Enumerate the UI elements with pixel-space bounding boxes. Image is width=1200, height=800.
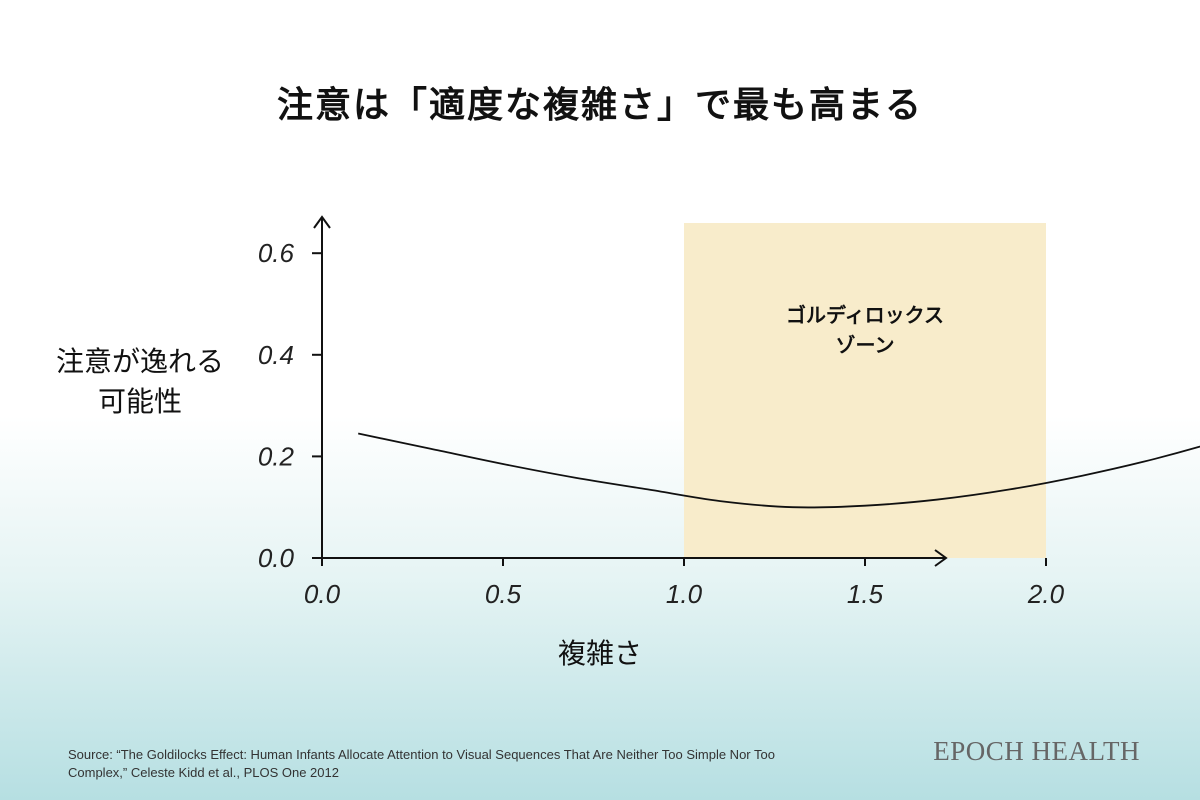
y-axis-arrow <box>313 215 331 229</box>
y-tick-label: 0.2 <box>258 441 295 471</box>
x-tick-label: 2.0 <box>1027 579 1065 609</box>
y-tick-label: 0.6 <box>258 238 295 268</box>
x-tick-label: 0.5 <box>485 579 522 609</box>
y-axis-label-line-1: 注意が逸れる <box>55 345 224 378</box>
brand-logo: EPOCH HEALTH <box>933 736 1140 766</box>
y-tick-label: 0.0 <box>258 543 295 573</box>
series-line-1 <box>358 432 1200 509</box>
goldilocks-zone-band <box>684 223 1046 558</box>
x-tick-label: 1.0 <box>666 579 703 609</box>
zone-label-line-1: ゴルディロックス <box>786 303 944 327</box>
source-citation: Source: “The Goldilocks Effect: Human In… <box>68 747 775 780</box>
page-title: 注意は「適度な複雑さ」で最も高まる <box>276 85 923 126</box>
y-tick-label: 0.4 <box>258 340 294 370</box>
x-tick-label: 0.0 <box>304 579 341 609</box>
zone-label-line-2: ゾーン <box>836 333 895 357</box>
x-axis-arrow <box>934 549 948 567</box>
x-tick-label: 1.5 <box>847 579 884 609</box>
y-axis-label-line-2: 可能性 <box>97 385 182 418</box>
x-axis-label: 複雑さ <box>557 637 642 670</box>
y-axis-label: 注意が逸れる 可能性 <box>40 342 240 422</box>
